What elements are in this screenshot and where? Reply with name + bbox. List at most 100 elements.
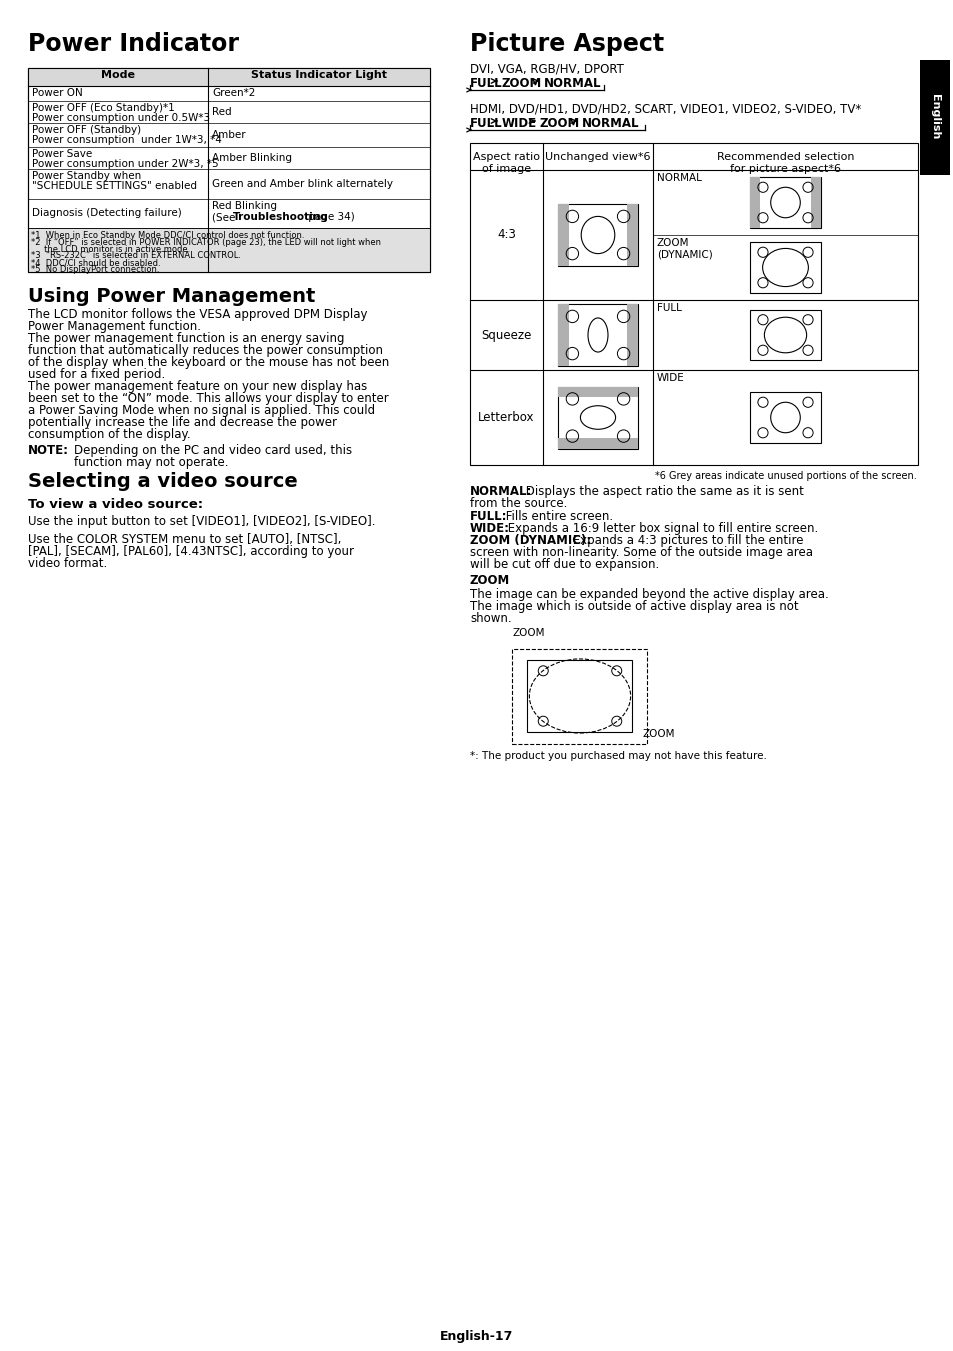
Text: ZOOM (DYNAMIC):: ZOOM (DYNAMIC): [470,534,591,547]
Text: Depending on the PC and video card used, this: Depending on the PC and video card used,… [74,444,352,457]
Bar [28,228,430,272]
Text: NORMAL:: NORMAL: [470,485,532,499]
Text: Power consumption under 0.5W*3: Power consumption under 0.5W*3 [32,113,210,123]
Text: WIDE:: WIDE: [470,521,510,535]
Text: English-17: English-17 [440,1329,513,1343]
Text: Picture Aspect: Picture Aspect [470,32,663,55]
Text: potentially increase the life and decrease the power: potentially increase the life and decrea… [28,416,336,430]
Bar [810,177,820,228]
Bar [527,661,632,732]
Text: Unchanged view*6: Unchanged view*6 [545,153,650,162]
Text: ZOOM: ZOOM [512,628,544,638]
Bar [749,242,820,293]
Bar [28,68,430,272]
Text: Aspect ratio
of image: Aspect ratio of image [473,153,539,173]
Bar [470,143,917,465]
Text: Red Blinking: Red Blinking [212,201,276,211]
Bar [558,386,638,397]
Text: ZOOM: ZOOM [641,730,675,739]
Text: Diagnosis (Detecting failure): Diagnosis (Detecting failure) [32,208,182,219]
Text: of the display when the keyboard or the mouse has not been: of the display when the keyboard or the … [28,357,389,369]
Bar [749,177,760,228]
Text: the LCD monitor is in active mode.: the LCD monitor is in active mode. [30,245,190,254]
Bar [749,309,820,361]
Text: page 34): page 34) [305,212,355,222]
Text: used for a fixed period.: used for a fixed period. [28,367,165,381]
Text: Power consumption  under 1W*3, *4: Power consumption under 1W*3, *4 [32,135,222,145]
Text: Expands a 16:9 letter box signal to fill entire screen.: Expands a 16:9 letter box signal to fill… [503,521,818,535]
Text: ZOOM: ZOOM [539,118,579,130]
Text: WIDE: WIDE [501,118,537,130]
Text: Mode: Mode [101,70,135,80]
Text: *1  When in Eco Standby Mode DDC/CI control does not function.: *1 When in Eco Standby Mode DDC/CI contr… [30,231,304,240]
Bar [919,59,949,176]
Bar [558,304,638,366]
Text: Power Save: Power Save [32,149,92,159]
Text: Expands a 4:3 pictures to fill the entire: Expands a 4:3 pictures to fill the entir… [568,534,802,547]
Text: [PAL], [SECAM], [PAL60], [4.43NTSC], according to your: [PAL], [SECAM], [PAL60], [4.43NTSC], acc… [28,544,354,558]
Text: NOTE:: NOTE: [28,444,69,457]
Text: video format.: video format. [28,557,107,570]
Text: from the source.: from the source. [470,497,567,509]
Text: The power management function is an energy saving: The power management function is an ener… [28,332,344,345]
Text: a Power Saving Mode when no signal is applied. This could: a Power Saving Mode when no signal is ap… [28,404,375,417]
Text: 4:3: 4:3 [497,228,516,242]
Text: Power Standby when: Power Standby when [32,172,141,181]
Text: Displays the aspect ratio the same as it is sent: Displays the aspect ratio the same as it… [521,485,803,499]
Text: *: The product you purchased may not have this feature.: *: The product you purchased may not hav… [470,751,766,761]
Text: function may not operate.: function may not operate. [74,457,229,469]
Text: will be cut off due to expansion.: will be cut off due to expansion. [470,558,659,571]
Bar [558,386,638,449]
Text: Power Indicator: Power Indicator [28,32,239,55]
Text: ZOOM: ZOOM [470,574,510,586]
Bar [749,392,820,443]
Text: Power Management function.: Power Management function. [28,320,201,332]
Bar [558,204,569,266]
Text: Use the input button to set [VIDEO1], [VIDEO2], [S-VIDEO].: Use the input button to set [VIDEO1], [V… [28,515,375,528]
Text: (See: (See [212,212,238,222]
Text: Amber: Amber [212,130,247,141]
Text: Green and Amber blink alternately: Green and Amber blink alternately [212,178,393,189]
Text: NORMAL: NORMAL [657,173,701,182]
Text: been set to the “ON” mode. This allows your display to enter: been set to the “ON” mode. This allows y… [28,392,388,405]
Text: *4  DDC/CI should be disabled.: *4 DDC/CI should be disabled. [30,258,160,267]
Text: screen with non-linearity. Some of the outside image area: screen with non-linearity. Some of the o… [470,546,812,559]
Text: NORMAL: NORMAL [543,77,601,91]
Text: FULL: FULL [470,118,502,130]
Text: Amber Blinking: Amber Blinking [212,153,292,163]
Text: The power management feature on your new display has: The power management feature on your new… [28,380,367,393]
Text: FULL: FULL [657,303,681,313]
Text: DVI, VGA, RGB/HV, DPORT: DVI, VGA, RGB/HV, DPORT [470,63,623,76]
Text: To view a video source:: To view a video source: [28,499,203,511]
Text: shown.: shown. [470,612,511,626]
Text: HDMI, DVD/HD1, DVD/HD2, SCART, VIDEO1, VIDEO2, S-VIDEO, TV*: HDMI, DVD/HD1, DVD/HD2, SCART, VIDEO1, V… [470,103,861,116]
Bar [558,304,569,366]
Text: The image can be expanded beyond the active display area.: The image can be expanded beyond the act… [470,588,828,601]
Text: Power consumption under 2W*3, *5: Power consumption under 2W*3, *5 [32,159,218,169]
Text: NORMAL: NORMAL [581,118,639,130]
Bar [558,204,638,266]
Text: English: English [929,95,939,139]
Text: Fills entire screen.: Fills entire screen. [501,509,613,523]
Text: *3  “RS-232C” is selected in EXTERNAL CONTROL.: *3 “RS-232C” is selected in EXTERNAL CON… [30,251,241,261]
Text: ZOOM
(DYNAMIC): ZOOM (DYNAMIC) [657,238,712,259]
Text: WIDE: WIDE [657,373,684,382]
Bar [626,304,638,366]
Text: FULL:: FULL: [470,509,507,523]
Text: *5  No DisplayPort connection.: *5 No DisplayPort connection. [30,265,159,274]
Text: The LCD monitor follows the VESA approved DPM Display: The LCD monitor follows the VESA approve… [28,308,367,322]
Text: Troubleshooting: Troubleshooting [233,212,328,222]
Bar [749,177,820,228]
Bar [28,68,430,272]
Bar [558,438,638,449]
Text: function that automatically reduces the power consumption: function that automatically reduces the … [28,345,382,357]
Text: Power OFF (Eco Standby)*1: Power OFF (Eco Standby)*1 [32,103,174,113]
Text: *6 Grey areas indicate unused portions of the screen.: *6 Grey areas indicate unused portions o… [654,471,916,481]
Text: Using Power Management: Using Power Management [28,286,315,305]
Text: FULL: FULL [470,77,502,91]
Text: Green*2: Green*2 [212,89,255,99]
Text: Recommended selection
for picture aspect*6: Recommended selection for picture aspect… [716,153,853,173]
Text: Red: Red [212,107,232,118]
Text: ZOOM: ZOOM [501,77,541,91]
Text: "SCHEDULE SETTINGS" enabled: "SCHEDULE SETTINGS" enabled [32,181,196,190]
